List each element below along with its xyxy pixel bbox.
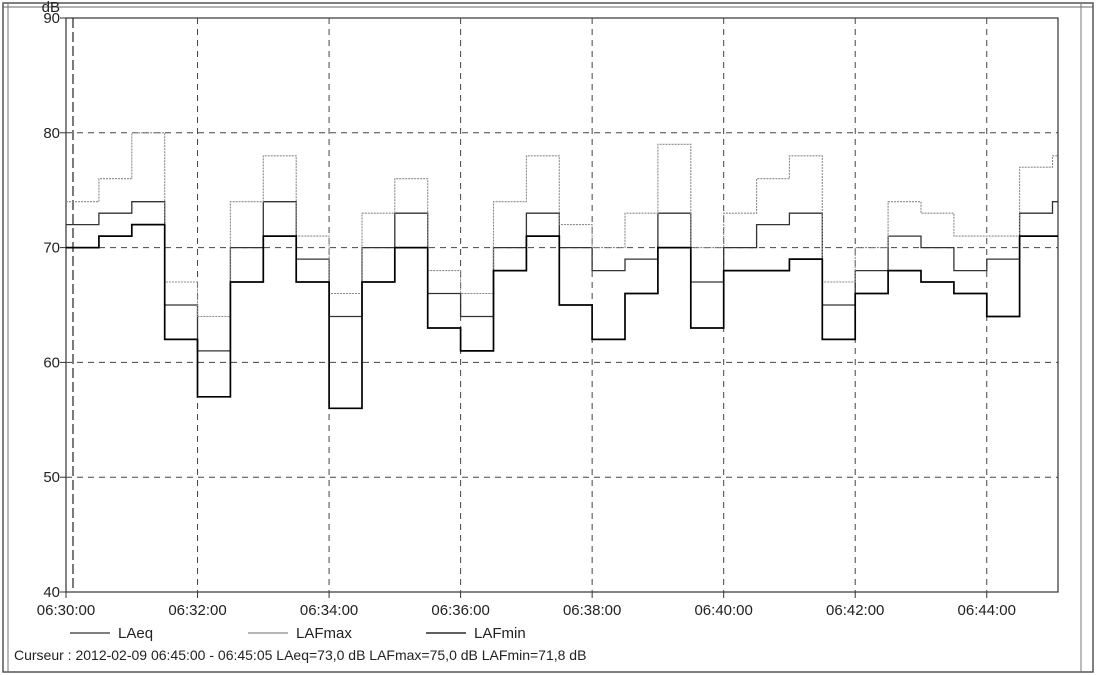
y-tick-label: 40 [43, 584, 60, 601]
series-layer [66, 132, 1058, 410]
x-tick-label: 06:36:00 [431, 602, 489, 619]
y-tick-label: 90 [43, 10, 60, 27]
x-tick-label: 06:34:00 [300, 602, 358, 619]
series-line-lafmin [66, 223, 1058, 410]
series-line-laeq [66, 201, 1058, 352]
x-tick-label: 06:42:00 [826, 602, 884, 619]
legend-label-lafmin: LAFmin [474, 625, 526, 642]
x-tick-label: 06:30:00 [37, 602, 95, 619]
legend-label-lafmax: LAFmax [296, 625, 352, 642]
y-axis-label: dB [42, 0, 60, 16]
series-line-lafmax [66, 132, 1058, 318]
x-tick-label: 06:38:00 [563, 602, 621, 619]
legend: LAeq LAFmax LAFmin [70, 625, 526, 642]
y-tick-label: 80 [43, 125, 60, 142]
y-tick-label: 60 [43, 354, 60, 371]
x-tick-label: 06:32:00 [168, 602, 226, 619]
x-tick-label: 06:44:00 [958, 602, 1016, 619]
y-tick-label: 70 [43, 240, 60, 257]
x-axis: 06:30:00 06:32:00 06:34:00 06:36:00 06:38:00… [37, 592, 1016, 619]
legend-label-laeq: LAeq [118, 625, 153, 642]
cursor-readout: Curseur : 2012-02-09 06:45:00 - 06:45:05… [14, 647, 586, 663]
y-tick-label: 50 [43, 469, 60, 486]
x-tick-label: 06:40:00 [694, 602, 752, 619]
